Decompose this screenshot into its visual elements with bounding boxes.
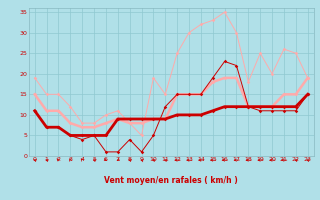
X-axis label: Vent moyen/en rafales ( km/h ): Vent moyen/en rafales ( km/h ) [104,176,238,185]
